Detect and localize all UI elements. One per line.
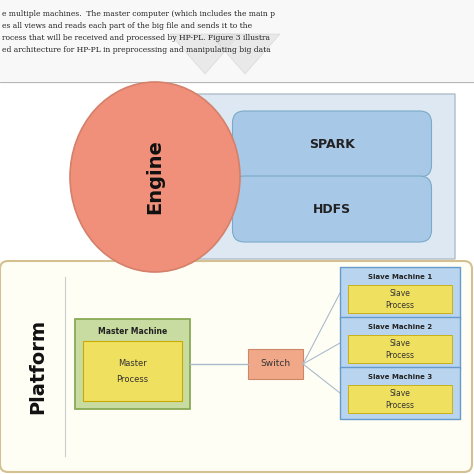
Text: Switch: Switch [260,359,291,368]
Text: ed architecture for HP-PL in preprocessing and manipulating big data: ed architecture for HP-PL in preprocessi… [2,46,271,54]
FancyBboxPatch shape [75,319,190,409]
Text: Process: Process [385,401,414,410]
FancyBboxPatch shape [348,385,452,413]
FancyBboxPatch shape [0,0,474,84]
FancyBboxPatch shape [233,176,431,242]
Text: Slave Machine 3: Slave Machine 3 [368,374,432,380]
FancyBboxPatch shape [340,317,460,369]
FancyBboxPatch shape [83,341,182,401]
Text: SPARK: SPARK [309,137,355,151]
Text: rocess that will be received and processed by HP-PL. Figure 3 illustra: rocess that will be received and process… [2,34,270,42]
FancyBboxPatch shape [340,267,460,319]
FancyBboxPatch shape [348,285,452,313]
Text: Platform: Platform [28,319,47,413]
Text: Slave: Slave [390,338,410,347]
Text: e multiple machines.  The master computer (which includes the main p: e multiple machines. The master computer… [2,10,275,18]
FancyBboxPatch shape [348,335,452,363]
Text: Process: Process [117,374,148,383]
Polygon shape [170,34,240,74]
Text: Engine: Engine [146,139,164,214]
Text: Process: Process [385,350,414,359]
Ellipse shape [70,82,240,272]
Polygon shape [155,94,455,259]
FancyBboxPatch shape [248,349,303,379]
Text: Master Machine: Master Machine [98,327,167,336]
Text: Slave Machine 2: Slave Machine 2 [368,324,432,330]
Text: HDFS: HDFS [313,202,351,216]
FancyBboxPatch shape [0,261,472,472]
FancyBboxPatch shape [340,367,460,419]
FancyBboxPatch shape [233,111,431,177]
Text: es all views and reads each part of the big file and sends it to the: es all views and reads each part of the … [2,22,252,30]
Text: Slave: Slave [390,389,410,398]
Text: Slave: Slave [390,289,410,298]
Polygon shape [210,34,280,74]
Text: Process: Process [385,301,414,310]
Text: Master: Master [118,358,147,367]
Text: Slave Machine 1: Slave Machine 1 [368,274,432,280]
